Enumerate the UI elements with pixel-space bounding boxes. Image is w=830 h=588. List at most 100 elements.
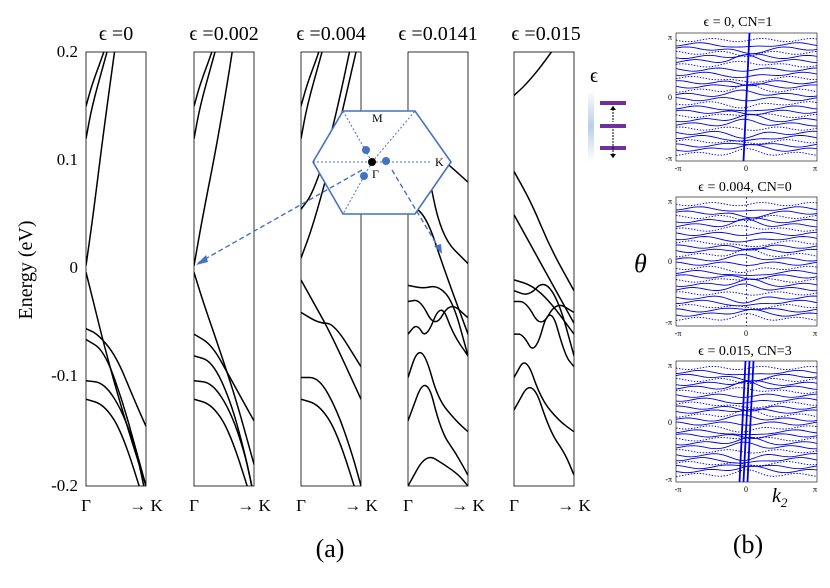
wilson-loop-line xyxy=(676,46,817,55)
gamma-point xyxy=(368,158,376,166)
strain-gradient-bar xyxy=(588,90,594,162)
bz-path-gamma-m xyxy=(371,110,416,163)
band-line xyxy=(194,355,253,486)
wilson-loop-line xyxy=(676,465,817,474)
x-tick-label: 0 xyxy=(744,164,748,173)
band-line xyxy=(408,309,468,357)
bz-label-m: M xyxy=(372,111,383,125)
band-line xyxy=(194,333,254,422)
subplot-title: ϵ =0.004 xyxy=(296,23,365,45)
band-line xyxy=(194,272,254,466)
wilson-loop-line xyxy=(676,248,817,258)
wilson-loop-line xyxy=(676,67,817,72)
wilson-loop-line xyxy=(676,118,817,127)
winding-line xyxy=(742,33,751,161)
wilson-loop-line xyxy=(676,38,817,43)
wilson-loop-line xyxy=(676,397,817,404)
subplot-title: ϵ =0 xyxy=(99,23,133,45)
strain-icon: ϵ xyxy=(588,65,626,162)
band-line xyxy=(194,52,213,107)
wilson-loop-subplot: ϵ = 0.015, CN=3 π 0 -π -π 0 π xyxy=(665,344,818,494)
wilson-loop-line xyxy=(676,113,817,119)
subplot-title: ϵ = 0.004, CN=0 xyxy=(698,180,791,195)
y-tick-label: -0.1 xyxy=(51,366,78,385)
band-line xyxy=(408,203,468,335)
subplot-frame xyxy=(300,51,362,487)
x-tick-gamma: Γ xyxy=(189,496,199,515)
pointer-arrow xyxy=(197,169,363,264)
band-line xyxy=(514,362,574,433)
pointer-arrowhead xyxy=(196,255,208,265)
dirac-point xyxy=(362,146,370,154)
band-lines xyxy=(301,52,361,486)
bz-label-k: K xyxy=(435,155,444,169)
wilson-loop-line xyxy=(676,270,817,276)
wilson-loop-subplot: ϵ = 0.004, CN=0 π 0 -π -π 0 π xyxy=(665,180,818,338)
panel-b: θ ϵ = 0, CN=1 π 0 -π -π 0 π ϵ = 0.004, C… xyxy=(634,15,818,559)
band-line xyxy=(514,386,574,476)
wilson-loop-line xyxy=(676,365,817,371)
band-line xyxy=(514,314,574,368)
winding-line xyxy=(742,361,751,482)
band-line xyxy=(301,52,357,259)
band-subplot: ϵ =0.015 Γ → K xyxy=(509,23,591,515)
winding-line xyxy=(738,361,747,482)
subplot-title: ϵ =0.015 xyxy=(511,23,580,45)
winding-line xyxy=(746,361,755,482)
y-tick-label: 0 xyxy=(70,258,79,277)
band-lines xyxy=(86,52,146,486)
strain-layer xyxy=(600,101,626,105)
band-line xyxy=(408,299,468,323)
wilson-loop-line xyxy=(676,71,817,79)
k2-axis-label: k2 xyxy=(772,485,788,510)
wilson-loop-line xyxy=(676,373,817,382)
subplot-frame xyxy=(407,51,469,487)
x-tick-k: → K xyxy=(129,496,163,515)
x-tick-label: 0 xyxy=(744,485,748,494)
wilson-loop-line xyxy=(676,134,817,142)
strain-arrowhead xyxy=(610,106,616,110)
x-tick-gamma: Γ xyxy=(296,496,306,515)
bz-path-gamma-corner xyxy=(342,161,373,215)
wilson-loop-subplot: ϵ = 0, CN=1 π 0 -π -π 0 π xyxy=(665,15,818,173)
strain-layer xyxy=(600,124,626,128)
wilson-loop-line xyxy=(676,126,817,131)
wilson-loop-line xyxy=(676,393,817,398)
caption-a: (a) xyxy=(316,534,345,563)
x-tick-gamma: Γ xyxy=(509,496,519,515)
x-tick-label: -π xyxy=(675,329,682,338)
y-tick-label: -π xyxy=(665,318,672,327)
y-tick-label: -π xyxy=(665,154,672,163)
theta-axis-label: θ xyxy=(634,249,647,278)
strain-arrowhead xyxy=(610,154,616,158)
y-tick-label: 0 xyxy=(668,93,672,102)
y-tick-label: π xyxy=(668,33,672,42)
wilson-loop-line xyxy=(676,380,817,390)
wilson-loop-line xyxy=(676,60,817,68)
wilson-loop-line xyxy=(676,130,817,139)
subplot-frame xyxy=(193,51,255,487)
band-line xyxy=(514,52,553,96)
band-line xyxy=(301,311,361,368)
subplot-frame xyxy=(675,32,818,162)
wilson-loop-line xyxy=(676,457,817,464)
x-tick-k: → K xyxy=(237,496,271,515)
x-tick-label: -π xyxy=(675,164,682,173)
x-tick-k: → K xyxy=(451,496,485,515)
band-line xyxy=(514,300,574,323)
subplot-title: ϵ =0.0141 xyxy=(398,23,477,45)
band-line xyxy=(408,384,468,476)
subplot-title: ϵ =0.002 xyxy=(189,23,258,45)
x-tick-gamma: Γ xyxy=(81,496,91,515)
wilson-loop-line xyxy=(676,278,817,283)
y-tick-label: π xyxy=(668,361,672,370)
wilson-loop-line xyxy=(676,231,817,237)
band-line xyxy=(408,284,468,357)
strain-symbol: ϵ xyxy=(590,65,598,87)
wilson-loop-line xyxy=(676,469,817,477)
y-tick-label: π xyxy=(668,197,672,206)
wilson-loop-line xyxy=(676,50,817,57)
y-tick-label: -0.2 xyxy=(51,476,78,495)
band-line xyxy=(514,214,574,324)
